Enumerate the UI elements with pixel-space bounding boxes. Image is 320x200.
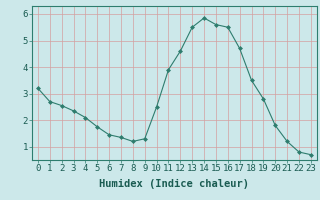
X-axis label: Humidex (Indice chaleur): Humidex (Indice chaleur): [100, 179, 249, 189]
